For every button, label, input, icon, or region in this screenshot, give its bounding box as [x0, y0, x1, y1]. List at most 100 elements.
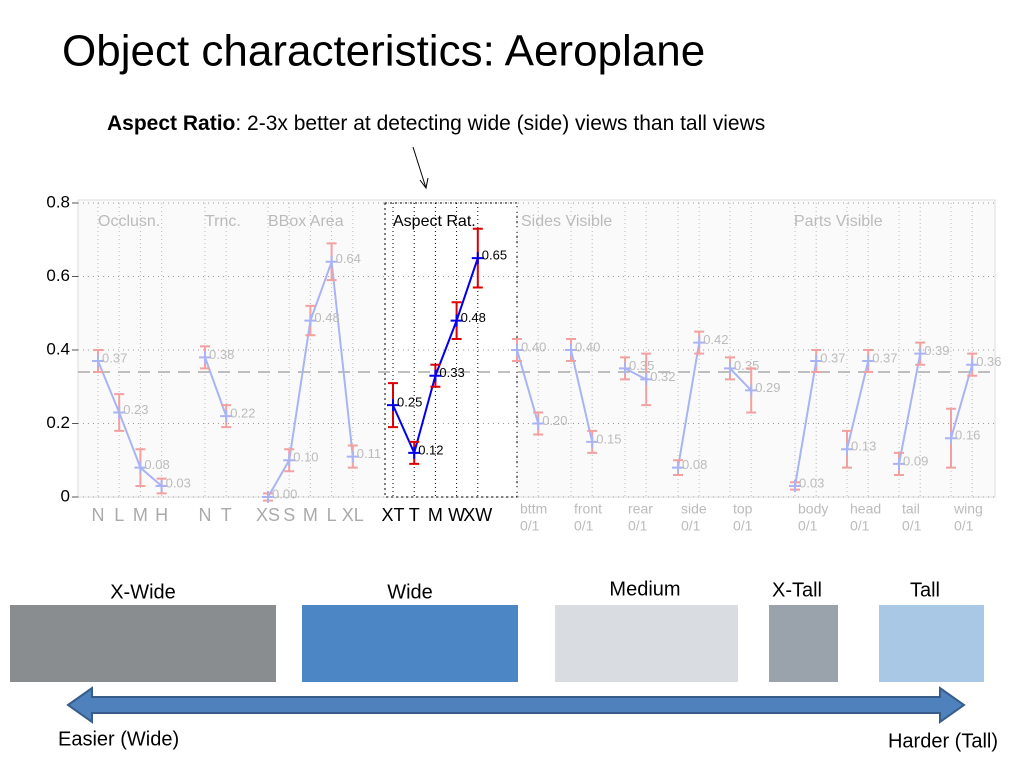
plot-area: [77, 199, 996, 498]
x-tick-sublabel: 0/1: [902, 518, 922, 534]
highlight-panel: [384, 202, 518, 498]
group-label: BBox Area: [268, 213, 344, 230]
x-tick-label: front: [574, 501, 602, 517]
x-tick-label: N: [199, 505, 212, 525]
point: [586, 435, 599, 448]
data-label: 0.37: [820, 350, 845, 365]
data-label: 0.13: [851, 439, 876, 454]
point: [841, 443, 853, 456]
data-label: 0.29: [755, 380, 780, 395]
x-tick-label: XS: [256, 505, 280, 525]
data-label: 0.36: [976, 354, 1001, 369]
image: [879, 605, 984, 682]
point: [92, 355, 104, 368]
x-tick-label: tail: [902, 501, 920, 517]
image: [769, 605, 838, 682]
x-tick-sublabel: 0/1: [954, 518, 974, 534]
point: [450, 314, 463, 327]
group-label: Sides Visible: [521, 213, 612, 230]
point: [619, 362, 631, 375]
data-label: 0.32: [650, 369, 675, 384]
line: [898, 353, 922, 465]
data-label: 0.48: [461, 310, 486, 325]
subtitle: Aspect Ratio: 2-3x better at detecting w…: [107, 112, 765, 135]
x-tick-label: S: [283, 505, 295, 525]
data-label: 0.35: [734, 358, 759, 373]
subtitle-bold: Aspect Ratio: [107, 112, 235, 135]
data-label: 0.33: [439, 365, 464, 380]
x-tick-label: rear: [628, 501, 653, 517]
x-tick-label: T: [409, 505, 420, 525]
data-label: 0.42: [703, 332, 728, 347]
data-label: 0.10: [293, 450, 318, 465]
data-label: 0.37: [102, 350, 127, 365]
x-tick-label: H: [155, 505, 168, 525]
line: [97, 360, 163, 487]
data-label: 0.48: [314, 310, 339, 325]
data-label: 0.65: [482, 248, 507, 263]
x-tick-label: wing: [953, 501, 983, 517]
x-tick-label: T: [221, 505, 232, 525]
x-tick-label: body: [798, 501, 828, 517]
x-tick-sublabel: 0/1: [798, 518, 818, 534]
image: [555, 605, 738, 682]
x-tick-label: L: [327, 505, 337, 525]
image-label: Tall: [910, 579, 940, 601]
x-tick-label: W: [448, 505, 465, 525]
data-label: 0.40: [521, 339, 546, 354]
x-tick-label: N: [92, 505, 105, 525]
x-tick-label: top: [733, 501, 753, 517]
point: [966, 358, 979, 371]
point: [640, 373, 653, 386]
point: [304, 314, 317, 327]
y-tick-label: 0.4: [46, 339, 70, 358]
data-label: 0.22: [230, 406, 255, 421]
point: [155, 479, 168, 492]
data-label: 0.08: [682, 457, 707, 472]
data-label: 0.25: [397, 395, 422, 410]
point: [511, 344, 523, 356]
data-label: 0.08: [144, 457, 169, 472]
x-tick-label: M: [133, 505, 148, 525]
data-label: 0.39: [924, 343, 949, 358]
point: [893, 457, 905, 470]
point: [693, 336, 706, 349]
arrow: [66, 686, 966, 724]
line: [570, 349, 594, 443]
group-label: Parts Visible: [794, 213, 883, 230]
point: [325, 255, 338, 268]
line: [677, 342, 701, 468]
y-tick-label: 0.6: [46, 266, 70, 285]
point: [346, 450, 359, 463]
point: [532, 417, 545, 430]
point: [113, 406, 126, 419]
image-label: X-Tall: [772, 579, 822, 601]
point: [387, 399, 399, 412]
x-tick-label: XW: [463, 505, 492, 525]
group-label: Trnc.: [205, 213, 241, 230]
x-tick-sublabel: 0/1: [628, 518, 648, 534]
slide-title: Object characteristics: Aeroplane: [62, 27, 705, 76]
line: [624, 367, 647, 381]
data-label: 0.38: [209, 347, 234, 362]
x-tick-label: XT: [381, 505, 404, 525]
x-tick-label: L: [114, 505, 124, 525]
x-tick-label: head: [850, 501, 881, 517]
x-tick-sublabel: 0/1: [574, 518, 594, 534]
point: [914, 347, 927, 360]
data-label: 0.64: [336, 251, 361, 266]
data-label: 0.00: [272, 486, 297, 501]
line: [794, 360, 818, 487]
subtitle-rest: : 2-3x better at detecting wide (side) v…: [235, 112, 765, 135]
x-tick-label: M: [428, 505, 443, 525]
data-label: 0.03: [799, 475, 824, 490]
x-tick-sublabel: 0/1: [733, 518, 753, 534]
point: [134, 461, 147, 474]
image: [10, 605, 276, 682]
x-tick-sublabel: 0/1: [850, 518, 870, 534]
x-tick-sublabel: 0/1: [681, 518, 701, 534]
image-label: Wide: [387, 581, 433, 603]
data-label: 0.15: [596, 431, 621, 446]
point: [945, 432, 957, 445]
